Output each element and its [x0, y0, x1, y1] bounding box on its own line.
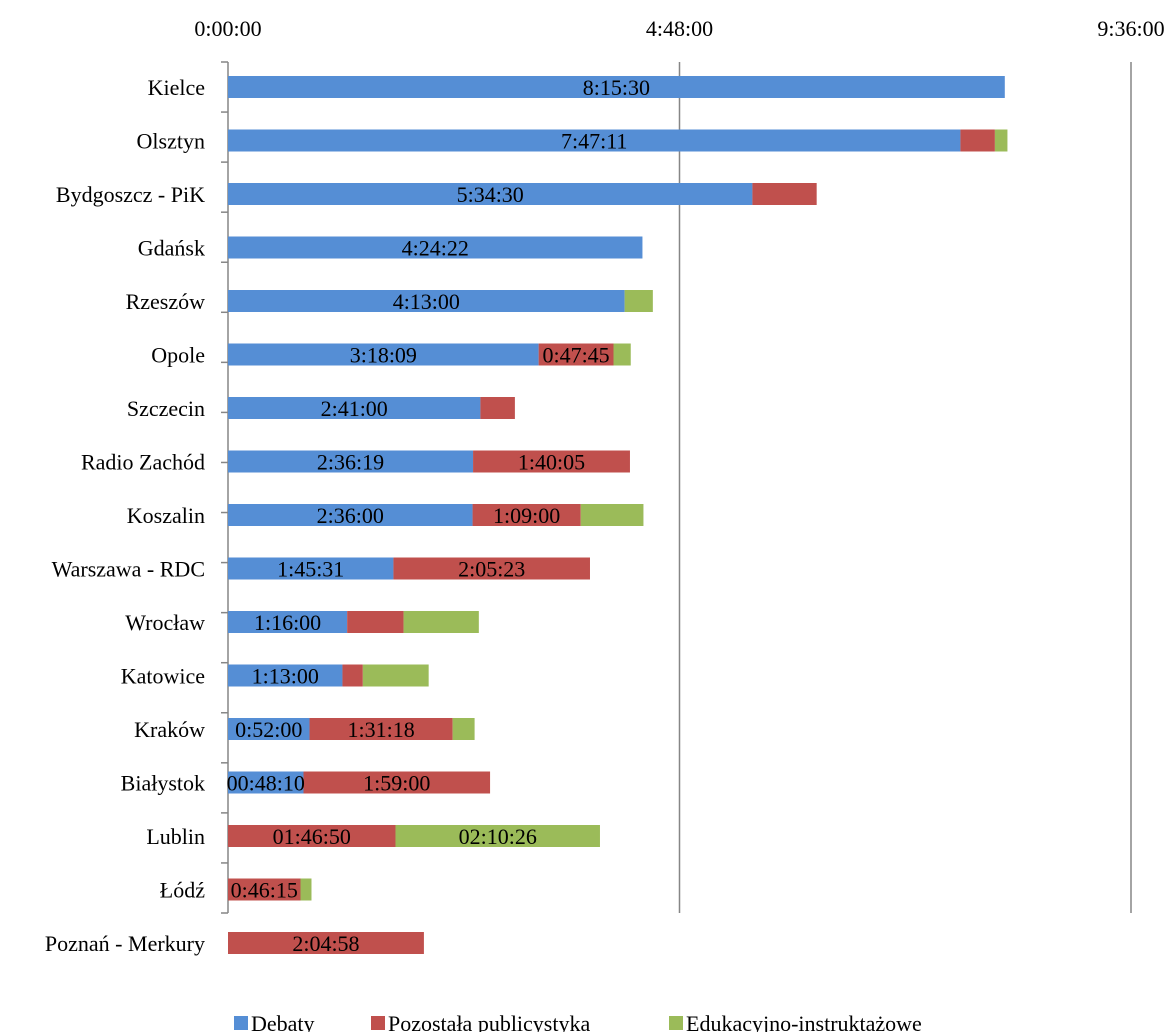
x-axis: 0:00:00 4:48:00 9:36:00	[194, 16, 1164, 41]
category-label: Opole	[151, 343, 205, 368]
bar-segment	[228, 932, 424, 954]
bar-segment	[994, 129, 1008, 152]
data-label: 2:04:58	[292, 931, 359, 956]
category-label: Warszawa - RDC	[52, 557, 205, 582]
data-label: 1:40:05	[518, 450, 585, 475]
bar-segment	[452, 718, 475, 740]
x-tick-label: 9:36:00	[1097, 16, 1164, 41]
bar-segment	[342, 664, 363, 687]
bar-segment	[580, 504, 644, 526]
bar-segment	[228, 76, 1005, 98]
bar-segment	[228, 611, 348, 633]
legend-label: Edukacyjno-instruktażowe	[686, 1011, 922, 1032]
bar-segment	[473, 450, 630, 473]
category-label: Wrocław	[125, 610, 205, 635]
legend-swatch	[234, 1016, 248, 1030]
bar-segment	[309, 718, 453, 740]
data-label: 8:15:30	[583, 75, 650, 100]
data-label: 01:46:50	[273, 824, 351, 849]
bar-segment	[347, 611, 404, 633]
bar-segment	[228, 504, 473, 526]
category-label: Katowice	[121, 664, 205, 689]
data-label: 4:13:00	[393, 289, 460, 314]
data-label: 1:16:00	[254, 610, 321, 635]
data-label: 2:36:00	[317, 503, 384, 528]
category-label: Radio Zachód	[81, 450, 205, 475]
bar-segment	[624, 290, 653, 312]
data-labels: 8:15:30 7:47:11 5:34:30 4:24:22 4:13:00 3:18:…	[227, 75, 650, 956]
legend-swatch	[669, 1016, 683, 1030]
data-label: 4:24:22	[402, 236, 469, 261]
x-tick-label: 4:48:00	[646, 16, 713, 41]
category-label: Koszalin	[127, 503, 205, 528]
x-tick-label: 0:00:00	[194, 16, 261, 41]
data-label: 2:41:00	[321, 396, 388, 421]
category-label: Kraków	[134, 717, 205, 742]
category-label: Kielce	[148, 75, 205, 100]
category-label: Gdańsk	[138, 236, 205, 261]
bar-segment	[228, 557, 394, 580]
data-label: 1:13:00	[252, 664, 319, 689]
category-label: Szczecin	[127, 396, 205, 421]
bar-segment	[228, 878, 301, 901]
data-label: 1:45:31	[277, 557, 344, 582]
category-label: Lublin	[146, 824, 205, 849]
bar-segment	[613, 343, 631, 366]
data-label: 1:59:00	[363, 771, 430, 796]
data-label: 1:31:18	[347, 717, 414, 742]
data-label: 2:05:23	[458, 557, 525, 582]
legend: Debaty Pozostała publicystyka Edukacyjno-i…	[234, 1011, 922, 1032]
data-label: 00:48:10	[227, 771, 305, 796]
data-label: 2:36:19	[317, 450, 384, 475]
category-label: Rzeszów	[126, 289, 206, 314]
data-label: 3:18:09	[350, 343, 417, 368]
bar-segment	[538, 343, 614, 366]
bar-segment	[362, 664, 429, 687]
bar-segment	[960, 129, 995, 152]
bar-segment	[228, 183, 753, 205]
category-label: Łódź	[160, 878, 205, 903]
legend-label: Pozostała publicystyka	[388, 1011, 590, 1032]
bar-segment	[395, 825, 600, 847]
bar-segment	[228, 718, 310, 740]
bar-segment	[228, 397, 481, 419]
bar-segment	[300, 878, 312, 901]
data-label: 5:34:30	[457, 182, 524, 207]
bar-segment	[393, 557, 590, 580]
legend-swatch	[371, 1016, 385, 1030]
bar-segment	[228, 129, 961, 152]
data-label: 0:52:00	[235, 717, 302, 742]
category-label: Białystok	[121, 771, 205, 796]
data-label: 1:09:00	[493, 503, 560, 528]
data-label: 0:47:45	[542, 343, 609, 368]
data-label: 0:46:15	[231, 878, 298, 903]
bar-segment	[403, 611, 479, 633]
bars	[228, 76, 1008, 954]
data-label: 02:10:26	[459, 824, 537, 849]
bar-segment	[752, 183, 817, 205]
category-label: Bydgoszcz - PiK	[56, 182, 205, 207]
bar-segment	[303, 771, 491, 794]
bar-segment	[480, 397, 515, 419]
bar-segment	[472, 504, 581, 526]
data-label: 7:47:11	[561, 129, 627, 154]
bar-segment	[228, 290, 625, 312]
legend-label: Debaty	[251, 1011, 315, 1032]
bar-segment	[228, 664, 343, 687]
bar-segment	[228, 343, 539, 366]
y-axis: Kielce Olsztyn Bydgoszcz - PiK Gdańsk Rzeszó…	[45, 61, 229, 956]
bar-segment	[228, 450, 474, 473]
category-label: Olsztyn	[137, 129, 205, 154]
bar-segment	[228, 771, 304, 794]
category-label: Poznań - Merkury	[45, 931, 205, 956]
bar-segment	[228, 825, 396, 847]
bar-segment	[228, 236, 643, 259]
